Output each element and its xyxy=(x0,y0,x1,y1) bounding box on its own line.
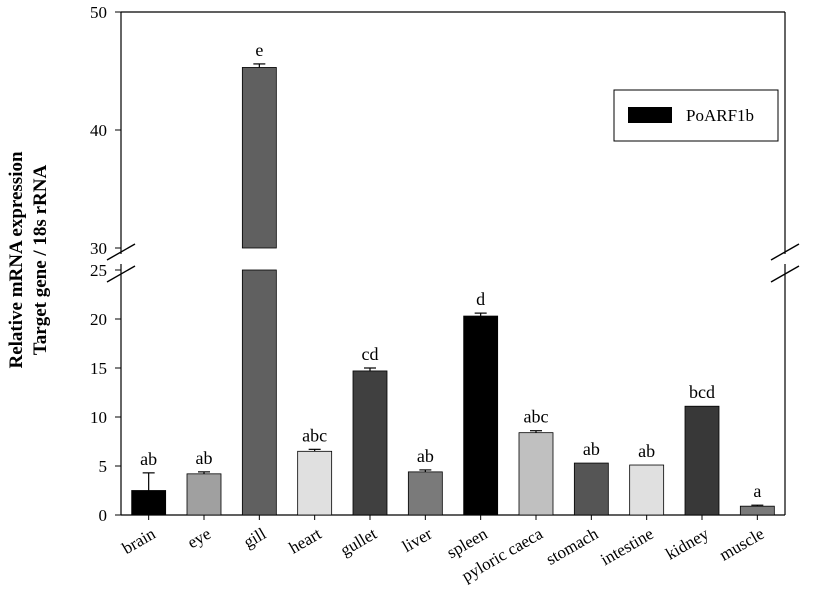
legend-swatch xyxy=(628,107,672,123)
bar-eye xyxy=(186,473,222,516)
significance-label: bcd xyxy=(689,382,715,402)
significance-label: abc xyxy=(302,425,327,445)
significance-label: abc xyxy=(524,407,549,427)
y-tick-label: 30 xyxy=(90,239,107,258)
bar-liver xyxy=(407,471,443,516)
significance-label: ab xyxy=(583,439,600,459)
y-tick-label: 40 xyxy=(90,121,107,140)
significance-label: a xyxy=(753,481,761,501)
x-tick-label: stomach xyxy=(543,524,602,569)
bar-spleen xyxy=(463,315,499,516)
bar-brain xyxy=(131,490,167,516)
significance-label: ab xyxy=(196,448,213,468)
x-tick-label: liver xyxy=(399,524,436,556)
x-tick-label: muscle xyxy=(716,524,767,565)
y-tick-label: 10 xyxy=(90,408,107,427)
x-tick-label: gullet xyxy=(337,524,380,560)
y-tick-label: 50 xyxy=(90,3,107,22)
x-tick-label: intestine xyxy=(597,524,656,569)
axis-break-mark-left-upper xyxy=(106,243,136,261)
significance-label: cd xyxy=(362,344,379,364)
x-tick-label: kidney xyxy=(662,524,712,564)
y-axis-label-line-2: Target gene / 18s rRNA xyxy=(30,165,51,356)
x-tick-label: brain xyxy=(119,524,159,558)
legend-label: PoARF1b xyxy=(686,106,754,125)
x-tick-label: gill xyxy=(240,524,269,552)
bar-heart xyxy=(297,450,333,516)
axis-break-mark-right-lower xyxy=(770,265,800,283)
axis-break-mark-right-upper xyxy=(770,243,800,261)
significance-label: e xyxy=(255,40,263,60)
y-axis-label: Relative mRNA expression Target gene / 1… xyxy=(6,151,51,369)
significance-label: ab xyxy=(140,449,157,469)
bar-pyloric-caeca xyxy=(518,432,554,516)
y-tick-label: 15 xyxy=(90,359,107,378)
significance-label: ab xyxy=(417,446,434,466)
significance-label: ab xyxy=(638,441,655,461)
legend-box xyxy=(613,89,779,142)
significance-label: d xyxy=(476,289,485,309)
y-tick-label: 0 xyxy=(99,506,108,525)
bar-intestine xyxy=(629,464,665,516)
y-axis-label-line-1: Relative mRNA expression xyxy=(6,151,27,369)
bar-gill xyxy=(241,67,277,249)
y-tick-label: 5 xyxy=(99,457,108,476)
bar-kidney xyxy=(684,405,720,516)
y-tick-label: 20 xyxy=(90,310,107,329)
y-tick-label: 25 xyxy=(90,261,107,280)
bar-stomach xyxy=(573,462,609,516)
bar-muscle xyxy=(739,505,775,516)
legend: PoARF1b xyxy=(613,89,779,142)
bar-gill-lower xyxy=(241,269,277,516)
bar-gullet xyxy=(352,370,388,516)
axis-break-mark-left-lower xyxy=(106,265,136,283)
x-tick-label: heart xyxy=(286,524,325,558)
x-tick-label: eye xyxy=(184,524,214,552)
